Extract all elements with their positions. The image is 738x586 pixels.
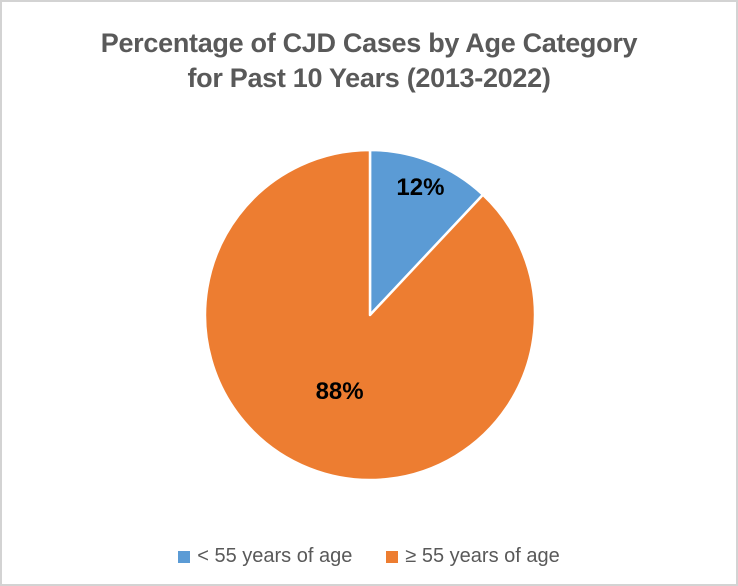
legend-item-0[interactable]: < 55 years of age (178, 545, 352, 568)
chart-title-line-1: Percentage of CJD Cases by Age Category (100, 28, 638, 58)
legend-label: < 55 years of age (197, 545, 353, 567)
legend-label: ≥ 55 years of age (405, 545, 560, 567)
pie-slice-1[interactable] (203, 148, 537, 482)
chart-legend: < 55 years of age ≥ 55 years of age (0, 545, 738, 568)
pie-slice-0[interactable] (368, 148, 485, 317)
legend-item-1[interactable]: ≥ 55 years of age (386, 545, 560, 568)
legend-swatch-icon (178, 550, 191, 563)
legend-swatch-icon (386, 550, 399, 563)
pie-data-label-1: 88% (316, 378, 364, 405)
chart-title: Percentage of CJD Cases by Age Category … (0, 26, 738, 96)
pie-data-label-0: 12% (396, 174, 444, 201)
chart-title-line-2: for Past 10 Years (2013-2022) (187, 63, 551, 93)
